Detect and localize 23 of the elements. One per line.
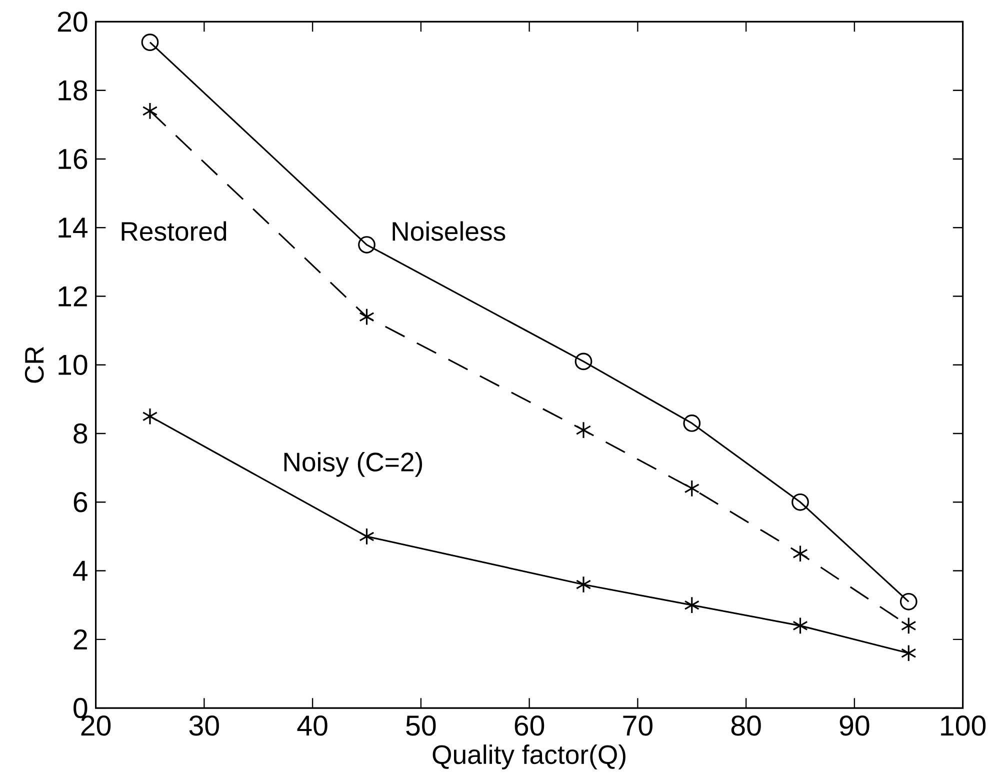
- y-tick-label: 4: [73, 560, 88, 581]
- x-tick-label: 30: [189, 715, 219, 736]
- y-tick-label: 2: [74, 629, 87, 650]
- y-tick-label: 18: [58, 80, 88, 100]
- x-tick-label: 90: [840, 715, 870, 736]
- x-tick-label: 60: [514, 715, 544, 736]
- y-tick-label: 16: [58, 148, 88, 170]
- x-tick-label: 70: [623, 715, 652, 736]
- x-tick-label: 40: [297, 715, 328, 736]
- y-tick-label: 6: [74, 492, 88, 512]
- y-tick-label: 20: [58, 12, 88, 32]
- series-label: Noiseless: [392, 221, 506, 241]
- y-tick-label: 12: [58, 286, 87, 306]
- y-tick-label: 8: [74, 423, 88, 444]
- x-axis-title: Quality factor(Q): [432, 744, 626, 770]
- y-axis-title: CR: [24, 346, 44, 383]
- y-tick-label: 14: [58, 218, 88, 238]
- legend-label: Restored: [122, 221, 226, 241]
- series-label: Noisy (C=2): [284, 452, 422, 477]
- x-tick-label: 100: [941, 715, 986, 736]
- x-tick-label: 50: [406, 715, 436, 736]
- x-tick-label: 80: [731, 715, 761, 736]
- y-tick-label: 10: [58, 354, 88, 375]
